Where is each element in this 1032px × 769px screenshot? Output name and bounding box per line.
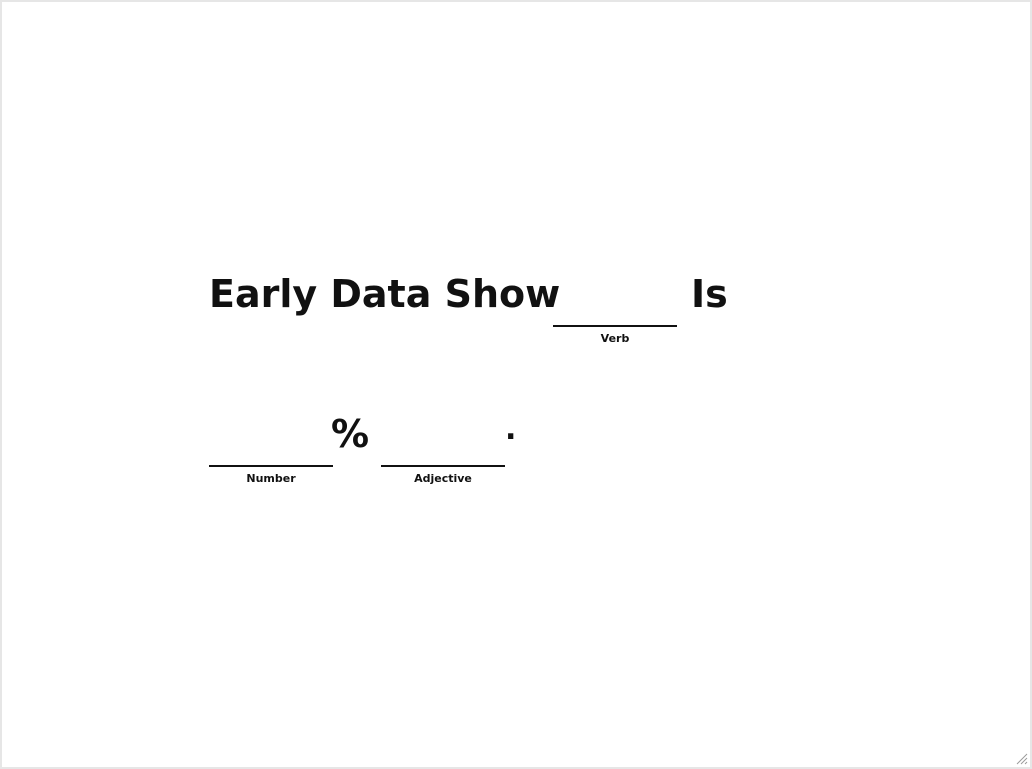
number-blank: Number	[209, 415, 333, 490]
verb-blank: Verb	[553, 275, 677, 350]
adjective-hint-label: Adjective	[414, 472, 472, 485]
adjective-blank: Adjective	[381, 415, 505, 490]
sentence-period: .	[505, 412, 517, 447]
resize-grip-icon[interactable]	[1016, 753, 1028, 765]
verb-hint-label: Verb	[600, 332, 630, 345]
verb-input[interactable]	[553, 275, 677, 327]
percent-sign: %	[331, 412, 370, 456]
number-input[interactable]	[209, 415, 333, 467]
adjective-input[interactable]	[381, 415, 505, 467]
number-hint-label: Number	[246, 472, 296, 485]
headline-text-after: Is	[691, 272, 728, 316]
headline-text-before: Early Data Show	[209, 272, 561, 316]
